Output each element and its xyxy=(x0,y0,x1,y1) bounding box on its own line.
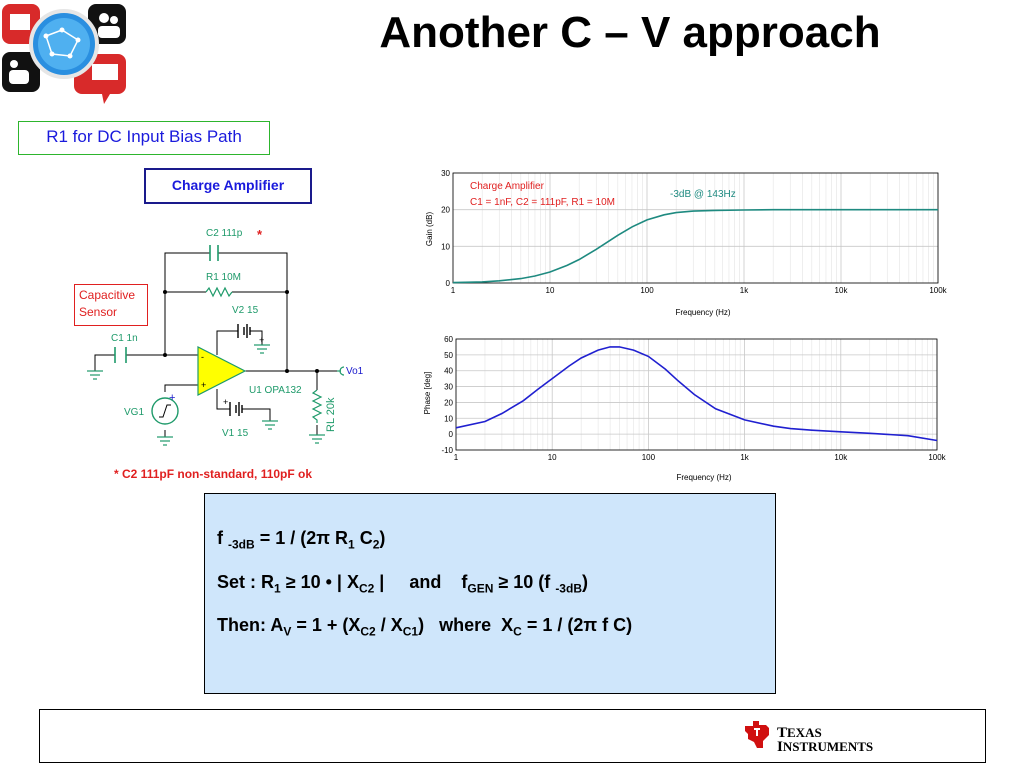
texas-instruments-wordmark: TEXAS INSTRUMENTS xyxy=(777,725,874,755)
u1-label: U1 OPA132 xyxy=(249,385,302,396)
phase-ylabel: Phase [deg] xyxy=(423,372,432,415)
x-tick-label: 10k xyxy=(834,453,848,462)
gain-ylabel: Gain (dB) xyxy=(425,212,434,247)
x-tick-label: 1k xyxy=(740,286,749,295)
texas-instruments-logo-icon xyxy=(745,721,769,748)
phase-series-line xyxy=(455,346,938,442)
footer-bar xyxy=(39,709,986,763)
phase-chart: 1 10 100 1k 10k 100k -10 0 10 20 30 40 50 60 Phase [d… xyxy=(423,335,947,482)
sensor-label-line1: Capacitive xyxy=(79,288,136,302)
x-tick-label: 10 xyxy=(548,453,557,462)
x-tick-label: 100 xyxy=(640,286,654,295)
y-tick-label: 60 xyxy=(444,335,453,344)
svg-text:+: + xyxy=(201,380,206,390)
y-tick-label: 0 xyxy=(449,430,454,439)
y-tick-label: 30 xyxy=(444,383,453,392)
equation-cutoff: f -3dB = 1 / (2π R1 C2) xyxy=(217,528,386,552)
x-tick-label: 100 xyxy=(642,453,656,462)
charge-amplifier-schematic: - + + + + xyxy=(87,245,345,446)
y-tick-label: 20 xyxy=(444,398,453,407)
svg-text:+: + xyxy=(223,397,228,407)
y-tick-label: 10 xyxy=(444,414,453,423)
gain-chart: 1 10 100 1k 10k 100k 0 10 20 30 Gain (dB) Frequen… xyxy=(425,169,948,317)
vo1-label: Vo1 xyxy=(346,366,364,377)
phase-xlabel: Frequency (Hz) xyxy=(676,473,731,482)
v2-label: V2 15 xyxy=(232,305,259,316)
gain-annotation-3db: -3dB @ 143Hz xyxy=(670,189,736,200)
logo-icon xyxy=(2,4,126,104)
y-tick-label: 20 xyxy=(441,206,450,215)
capacitive-sensor-box: Capacitive Sensor xyxy=(74,284,148,326)
equation-then: Then: AV = 1 + (XC2 / XC1) where XC = 1 … xyxy=(217,615,633,639)
gain-xlabel: Frequency (Hz) xyxy=(675,308,730,317)
svg-text:+: + xyxy=(259,335,264,345)
x-tick-label: 10 xyxy=(546,286,555,295)
r1-note-box: R1 for DC Input Bias Path xyxy=(18,121,270,155)
vg1-label: VG1 xyxy=(124,407,145,418)
x-tick-label: 1 xyxy=(454,453,459,462)
x-tick-label: 100k xyxy=(928,453,946,462)
gain-annotation-title: Charge Amplifier xyxy=(470,181,545,192)
y-tick-label: 10 xyxy=(441,242,450,251)
y-tick-label: -10 xyxy=(441,446,453,455)
x-tick-label: 10k xyxy=(835,286,849,295)
v1-label: V1 15 xyxy=(222,428,249,439)
c1-label: C1 1n xyxy=(111,333,138,344)
c2-star: * xyxy=(257,227,263,242)
r1-label: R1 10M xyxy=(206,272,242,283)
svg-text:+: + xyxy=(169,392,175,404)
y-tick-label: 50 xyxy=(444,351,453,360)
y-tick-label: 0 xyxy=(446,279,451,288)
x-tick-label: 1k xyxy=(740,453,749,462)
c2-label: C2 111p xyxy=(206,228,243,239)
slide-title: Another C – V approach xyxy=(379,8,881,57)
charge-amplifier-title-box: Charge Amplifier xyxy=(144,168,312,204)
rl-label: RL 20k xyxy=(325,397,337,432)
equations-box: f -3dB = 1 / (2π R1 C2) Set : R1 ≥ 10 • … xyxy=(204,493,776,694)
equation-set: Set : R1 ≥ 10 • | XC2 | and fGEN ≥ 10 (f… xyxy=(217,571,588,596)
x-tick-label: 100k xyxy=(929,286,947,295)
capacitor-footnote: * C2 111pF non-standard, 110pF ok xyxy=(114,467,313,481)
gain-series-line xyxy=(452,208,938,284)
y-tick-label: 30 xyxy=(441,169,450,178)
svg-text:-: - xyxy=(201,352,204,362)
sensor-label-line2: Sensor xyxy=(79,305,118,319)
y-tick-label: 40 xyxy=(444,367,453,376)
gain-annotation-params: C1 = 1nF, C2 = 111pF, R1 = 10M xyxy=(470,197,615,208)
x-tick-label: 1 xyxy=(451,286,456,295)
